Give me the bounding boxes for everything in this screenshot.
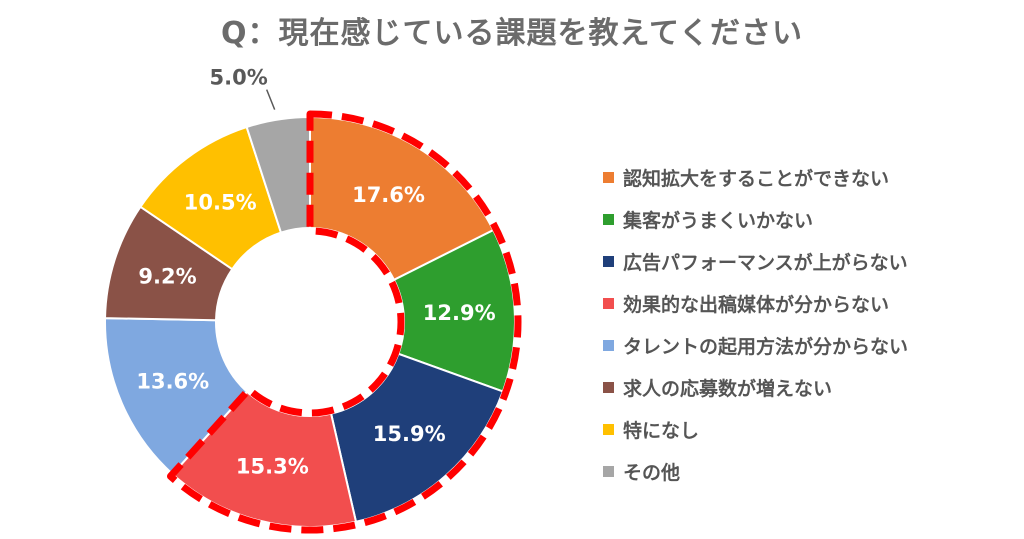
legend-item: タレントの起用方法が分からない <box>603 324 908 366</box>
data-label: 13.6% <box>136 369 209 393</box>
legend-item: 集客がうまくいかない <box>603 198 908 240</box>
data-label: 10.5% <box>184 190 257 214</box>
legend-swatch <box>603 171 614 183</box>
highlight-outline <box>166 110 522 534</box>
chart-legend: 認知拡大をすることができない 集客がうまくいかない広告パフォーマンスが上がらない効… <box>603 156 908 492</box>
legend-label: 特になし <box>623 419 700 442</box>
legend-item: 広告パフォーマンスが上がらない <box>603 240 908 282</box>
legend-label: 効果的な出稿媒体が分からない <box>623 293 890 316</box>
legend-item: 特になし <box>603 408 908 450</box>
legend-item: その他 <box>603 450 908 492</box>
legend-item: 求人の応募数が増えない <box>603 366 908 408</box>
legend-item: 認知拡大をすることができない <box>603 156 908 198</box>
legend-swatch <box>603 339 614 351</box>
legend-label: 集客がうまくいかない <box>623 209 814 232</box>
legend-label: その他 <box>623 461 681 484</box>
chart-title: Q：現在感じている課題を教えてください <box>220 16 804 51</box>
legend-label: 求人の応募数が増えない <box>623 377 833 400</box>
legend-swatch <box>603 255 614 267</box>
data-label: 15.9% <box>373 422 446 446</box>
legend-swatch <box>603 465 614 477</box>
legend-swatch <box>603 423 614 435</box>
legend-label: 認知拡大をすることができない <box>623 167 890 190</box>
legend-item: 効果的な出稿媒体が分からない <box>603 282 908 324</box>
legend-swatch <box>603 297 614 309</box>
data-label: 15.3% <box>236 455 309 479</box>
legend-swatch <box>603 381 614 393</box>
legend-label: タレントの起用方法が分からない <box>623 335 909 358</box>
data-label: 9.2% <box>138 265 196 289</box>
data-label: 5.0% <box>210 66 268 90</box>
data-label: 12.9% <box>423 301 496 325</box>
data-label: 17.6% <box>352 183 425 207</box>
legend-swatch <box>603 213 614 225</box>
legend-label: 広告パフォーマンスが上がらない <box>623 251 908 274</box>
donut-slice-4 <box>104 317 249 476</box>
leader-line <box>265 89 276 110</box>
